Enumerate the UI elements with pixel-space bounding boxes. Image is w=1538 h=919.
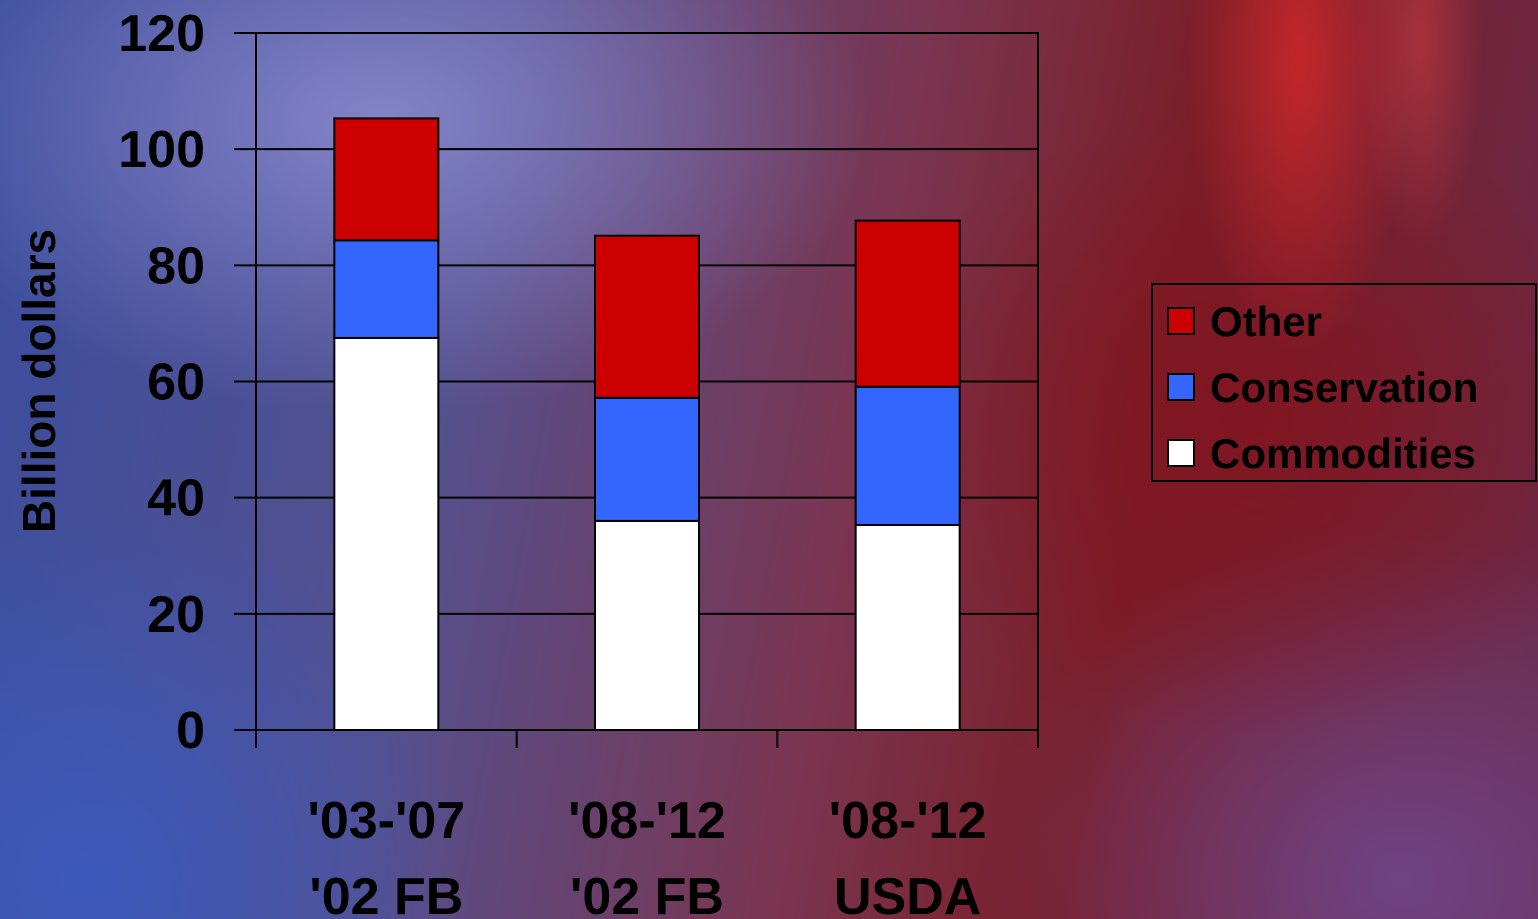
plot-frame [255, 32, 1039, 731]
y-tick-label: 20 [147, 586, 205, 644]
x-category-label: USDA [834, 868, 981, 919]
y-tick-label: 120 [118, 5, 205, 63]
y-tick-label: 80 [147, 237, 205, 295]
y-tick-label: 60 [147, 354, 205, 412]
bar-segment-commodities [333, 336, 440, 731]
legend-box [1151, 283, 1537, 482]
x-category-labels: '03-'07 '02 FB '08-'12 '02 FB '08-'12 USDA [307, 792, 986, 919]
y-tick-labels: 0 20 40 60 80 100 120 [118, 5, 205, 760]
y-tick-label: 40 [147, 470, 205, 528]
bar-segment-other [333, 117, 440, 242]
legend: Other Conservation Commodities [1151, 283, 1537, 482]
bar-segment-conservation [854, 385, 961, 526]
x-category-label: '02 FB [570, 868, 724, 919]
x-category-label: '02 FB [309, 868, 463, 919]
bar-segment-commodities [854, 523, 961, 731]
legend-swatch-commodities [1167, 439, 1195, 467]
bar-segment-other [594, 234, 700, 399]
legend-label-other: Other [1210, 298, 1322, 345]
x-category-label: '03-'07 [307, 792, 465, 850]
legend-swatch-conservation [1167, 373, 1195, 401]
x-category-label: '08-'12 [568, 792, 726, 850]
y-tick-label: 0 [176, 702, 205, 760]
bar-segment-commodities [594, 519, 700, 732]
x-category-label: '08-'12 [829, 792, 987, 850]
bars [333, 117, 961, 732]
axes [234, 32, 1039, 748]
legend-label-conservation: Conservation [1210, 364, 1478, 411]
legend-swatch-other [1167, 307, 1195, 335]
y-axis-label: Billion dollars [13, 229, 65, 533]
legend-label-commodities: Commodities [1210, 430, 1476, 477]
bar-segment-other [854, 219, 961, 388]
y-tick-label: 100 [118, 121, 205, 179]
bar-segment-conservation [333, 239, 440, 339]
bar-segment-conservation [594, 396, 700, 522]
